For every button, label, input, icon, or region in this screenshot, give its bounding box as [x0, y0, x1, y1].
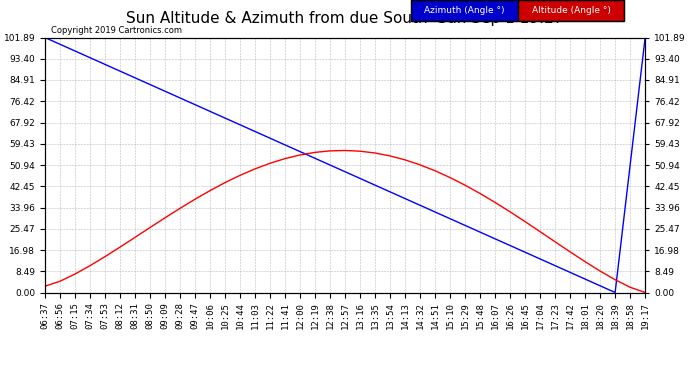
Text: Sun Altitude & Azimuth from due South  Sun Sep 1 19:27: Sun Altitude & Azimuth from due South Su…	[126, 11, 564, 26]
Text: Copyright 2019 Cartronics.com: Copyright 2019 Cartronics.com	[51, 26, 182, 35]
Text: Azimuth (Angle °): Azimuth (Angle °)	[424, 6, 504, 15]
Text: Altitude (Angle °): Altitude (Angle °)	[531, 6, 611, 15]
